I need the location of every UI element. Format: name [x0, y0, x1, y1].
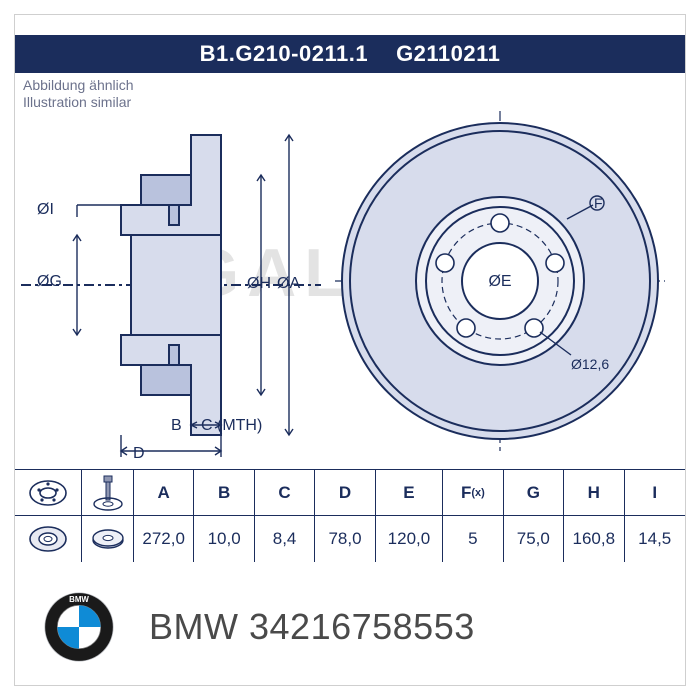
- label-C: C (MTH): [201, 417, 262, 435]
- col-D: D: [315, 470, 375, 515]
- label-H: ØH: [247, 275, 271, 293]
- val-A: 272,0: [134, 516, 194, 562]
- side-profile-drawing: [21, 105, 321, 465]
- col-I: I: [625, 470, 685, 515]
- label-E: ØE: [488, 273, 511, 290]
- disc-icon: [15, 470, 82, 515]
- val-I: 14,5: [625, 516, 685, 562]
- col-G: G: [504, 470, 564, 515]
- spec-header-row: A B C D E F(x) G H I: [15, 470, 685, 516]
- front-face-drawing: ØE F Ø12,6: [335, 111, 665, 451]
- bmw-logo: BMW: [43, 591, 115, 663]
- val-D: 78,0: [315, 516, 375, 562]
- part-ref: B1.G210-0211.1: [200, 41, 368, 67]
- label-D: D: [133, 445, 145, 463]
- part-number: 34216758553: [249, 606, 475, 647]
- technical-diagram: GALFER: [15, 75, 685, 455]
- label-F: F: [594, 195, 603, 211]
- label-A: ØA: [277, 275, 300, 293]
- label-G: ØG: [37, 273, 62, 291]
- svg-text:BMW: BMW: [69, 595, 89, 604]
- col-H: H: [564, 470, 624, 515]
- label-bolt-hole: Ø12,6: [571, 356, 609, 372]
- header-bar: B1.G210-0211.1 G2110211: [15, 35, 685, 73]
- bolt-icon: [82, 470, 134, 515]
- col-C: C: [255, 470, 315, 515]
- label-B: B: [171, 417, 182, 435]
- brand-name: BMW: [149, 606, 238, 647]
- col-B: B: [194, 470, 254, 515]
- disc-icon-2: [15, 516, 82, 562]
- val-F: 5: [443, 516, 503, 562]
- footer: BMW BMW 34216758553: [15, 569, 685, 685]
- col-F: F(x): [443, 470, 503, 515]
- val-C: 8,4: [255, 516, 315, 562]
- val-B: 10,0: [194, 516, 254, 562]
- spec-value-row: 272,0 10,0 8,4 78,0 120,0 5 75,0 160,8 1…: [15, 516, 685, 562]
- spec-table: A B C D E F(x) G H I: [15, 469, 685, 561]
- col-A: A: [134, 470, 194, 515]
- val-E: 120,0: [376, 516, 443, 562]
- col-E: E: [376, 470, 443, 515]
- label-I: ØI: [37, 201, 54, 219]
- val-H: 160,8: [564, 516, 624, 562]
- washer-icon: [82, 516, 134, 562]
- val-G: 75,0: [504, 516, 564, 562]
- brand-part-number: BMW 34216758553: [149, 606, 475, 648]
- part-code: G2110211: [396, 41, 500, 67]
